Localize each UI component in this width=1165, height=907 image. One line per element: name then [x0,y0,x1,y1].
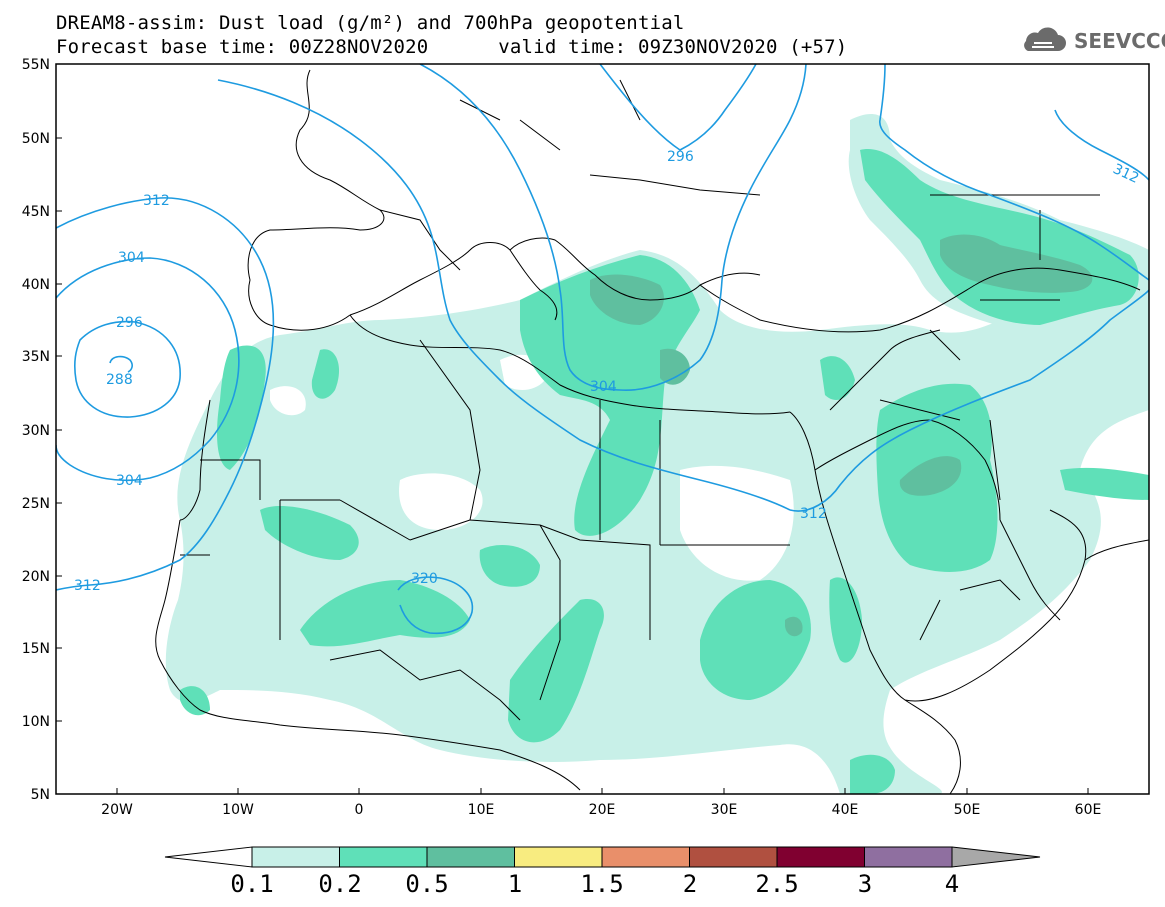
lon-label: 10W [222,802,254,818]
cloud-icon [1024,27,1066,51]
colorbar-cell [426,846,515,868]
lat-axis: 55N 50N 45N 40N 35N 30N 25N 20N 15N 10N … [22,57,62,803]
colorbar-label: 2.5 [755,870,799,898]
lat-label: 40N [22,277,50,293]
contour-label: 312 [143,193,170,209]
colorbar-label: 0.1 [230,870,274,898]
map-title: DREAM8-assim: Dust load (g/m²) and 700hP… [56,12,685,34]
contour-label: 296 [667,149,694,165]
lat-label: 25N [22,496,50,512]
colorbar-max-arrow [951,846,1041,868]
lat-label: 50N [22,131,50,147]
lon-label: 60E [1075,802,1102,818]
lon-label: 50E [954,802,981,818]
lon-axis: 20W 10W 0 10E 20E 30E 40E 50E 60E [101,788,1101,818]
colorbar-label: 4 [944,870,960,898]
colorbar-cell [514,846,603,868]
lat-label: 55N [22,57,50,73]
dust-field [165,114,1149,794]
lon-label: 10E [468,802,495,818]
contour-label: 288 [106,372,133,388]
logo-text: SEEVCCC [1074,29,1165,53]
colorbar [164,846,1041,868]
colorbar-label: 0.2 [318,870,362,898]
seevccc-logo: SEEVCCC [1018,27,1165,55]
colorbar-min-arrow [164,846,253,868]
lat-label: 20N [22,569,50,585]
contour-label: 296 [116,315,143,331]
lon-label: 0 [355,802,364,818]
colorbar-cell [251,846,340,868]
colorbar-cell [776,846,865,868]
contour-label: 312 [1110,161,1141,187]
colorbar-label: 1 [507,870,523,898]
colorbar-label: 2 [682,870,698,898]
lat-label: 30N [22,423,50,439]
contour-label: 304 [118,250,145,266]
lat-label: 35N [22,349,50,365]
lon-label: 30E [711,802,738,818]
coastlines [56,64,1149,794]
map-subtitle: Forecast base time: 00Z28NOV2020 valid t… [56,36,848,58]
lat-label: 45N [22,204,50,220]
contour-label: 320 [411,571,438,587]
colorbar-cell [339,846,428,868]
colorbar-label: 3 [857,870,873,898]
colorbar-label: 1.5 [580,870,624,898]
lon-label: 20W [101,802,133,818]
contour-label: 304 [590,379,617,395]
colorbar-cell [601,846,690,868]
lon-label: 40E [832,802,859,818]
colorbar-cell [864,846,953,868]
geopotential-contours [56,64,1149,635]
lat-label: 5N [31,787,50,803]
contour-labels: 312 304 296 288 304 312 320 304 312 296 … [74,149,1141,594]
lat-label: 10N [22,714,50,730]
colorbar-label: 0.5 [405,870,449,898]
contour-label: 304 [116,473,143,489]
contour-label: 312 [74,578,101,594]
lat-label: 15N [22,641,50,657]
lon-label: 20E [589,802,616,818]
colorbar-cell [689,846,778,868]
contour-label: 312 [800,506,827,522]
